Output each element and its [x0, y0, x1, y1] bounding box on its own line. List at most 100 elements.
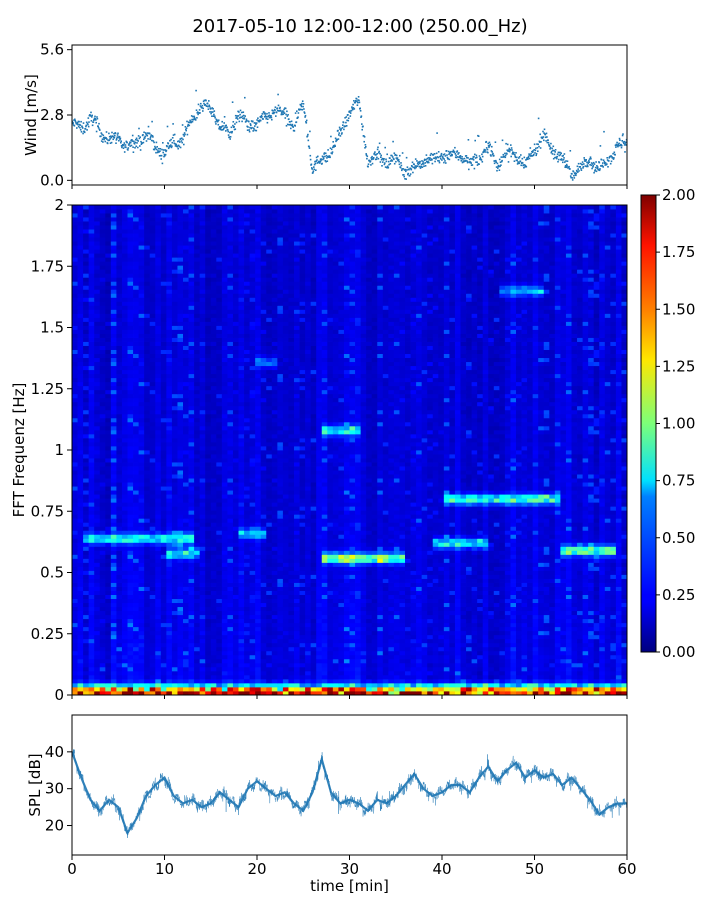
wind-point — [147, 125, 150, 128]
wind-point — [334, 137, 337, 140]
wind-point — [580, 169, 583, 171]
spectrogram-cell — [593, 594, 600, 600]
spectrogram-cell — [416, 570, 423, 575]
spectrogram-cell — [521, 570, 528, 575]
wind-point — [560, 158, 563, 160]
spectrogram-cell — [532, 582, 539, 587]
spectrogram-cell — [332, 654, 339, 660]
spectrogram-cell — [349, 614, 356, 620]
spectrogram-cell — [332, 658, 339, 664]
spectrogram-cell — [532, 638, 539, 644]
spectrogram-cell — [377, 570, 384, 575]
wind-point — [347, 119, 350, 122]
wind-point — [279, 106, 281, 109]
spectrogram-cell — [116, 590, 123, 595]
spectrogram-cell — [282, 646, 289, 652]
spectrogram-cell — [83, 626, 90, 632]
spectrogram-cell — [255, 646, 262, 652]
wind-point — [180, 140, 183, 142]
spectrogram-cell — [610, 598, 617, 604]
spectrogram-cell — [488, 638, 495, 644]
spectrogram-cell — [527, 602, 534, 608]
spectrogram-cell — [83, 674, 90, 680]
spectrogram-cell — [244, 614, 250, 620]
spectrogram-cell — [271, 586, 278, 591]
spectrogram-cell — [227, 562, 234, 567]
spectrogram-cell — [88, 554, 95, 559]
spectrogram-cell — [432, 582, 439, 587]
spectrogram-cell — [249, 614, 256, 620]
spectrogram-cell — [343, 614, 350, 620]
spectrogram-cell — [282, 610, 289, 616]
wind-point — [581, 163, 583, 166]
spectrogram-cell — [432, 678, 439, 684]
spectrogram-cell — [338, 682, 345, 688]
spectrogram-cell — [216, 582, 223, 587]
wind-point — [212, 108, 214, 110]
spectrogram-cell — [388, 558, 395, 563]
wind-point — [161, 162, 164, 165]
spectrogram-cell — [549, 594, 556, 600]
wind-point — [315, 169, 317, 171]
spectrogram-cell — [599, 554, 606, 559]
spectrogram-cell — [366, 638, 373, 644]
wind-y-tick-label: 2.8 — [40, 106, 64, 124]
spectrogram-cell — [244, 682, 250, 688]
spectrogram-cell — [288, 618, 295, 624]
wind-y-axis: 0.02.85.6 — [40, 41, 72, 189]
spectrogram-cell — [582, 658, 589, 664]
spectrogram-cell — [121, 646, 128, 652]
spectrogram-cell — [538, 642, 545, 648]
spectrogram-cell — [232, 586, 239, 591]
spectrogram-cell — [338, 574, 345, 579]
spectrogram-cell — [99, 634, 106, 640]
spectrogram-cell — [482, 618, 489, 624]
spectrogram-cell — [521, 638, 528, 644]
spectrogram-cell — [371, 610, 378, 616]
spectrogram-cell — [72, 582, 78, 587]
spectrogram-cell — [94, 638, 101, 644]
spectrogram-cell — [144, 606, 151, 612]
spectrogram-cell — [72, 618, 78, 624]
wind-point — [243, 118, 245, 120]
spectrogram-cell — [266, 578, 273, 583]
spectrogram-cell — [432, 574, 439, 579]
spectrogram-cell — [255, 594, 262, 600]
spectrogram-cell — [88, 690, 95, 695]
spectrogram-cell — [116, 654, 123, 660]
spectrogram-cell — [410, 606, 417, 612]
wind-point — [408, 168, 410, 171]
spectrogram-cell — [255, 610, 262, 616]
spectrogram-cell — [282, 654, 289, 660]
wind-point — [284, 107, 287, 110]
wind-point — [621, 134, 624, 137]
spectrogram-cell — [238, 690, 245, 695]
spectrogram-cell — [577, 638, 583, 644]
spectrogram-cell — [99, 654, 106, 660]
wind-point — [363, 140, 365, 143]
spectrogram-cell — [177, 598, 184, 604]
spectrogram-cell — [282, 650, 289, 656]
spectrogram-cell — [571, 626, 578, 632]
wind-point — [395, 160, 397, 163]
spectrogram-cell — [166, 638, 173, 644]
spectrogram-cell — [399, 590, 406, 595]
wind-point — [380, 158, 383, 161]
wind-point — [517, 162, 520, 164]
wind-point — [569, 168, 571, 170]
spectrogram-cell — [355, 634, 361, 640]
spectrogram-cell — [316, 678, 323, 684]
wind-point — [135, 138, 137, 141]
wind-point — [100, 132, 103, 134]
spectrogram-cell — [138, 562, 145, 567]
spectrogram-cell — [94, 574, 101, 579]
spectrogram-cell — [588, 618, 595, 624]
wind-point — [533, 149, 535, 151]
spectrogram-cell — [599, 682, 606, 688]
spectrogram-cell — [482, 638, 489, 644]
spectrogram-cell — [382, 550, 389, 555]
spectrogram-cell — [221, 610, 228, 616]
wind-point — [582, 167, 584, 169]
spectrogram-cell — [121, 666, 128, 672]
spectrogram-cell — [238, 614, 245, 620]
